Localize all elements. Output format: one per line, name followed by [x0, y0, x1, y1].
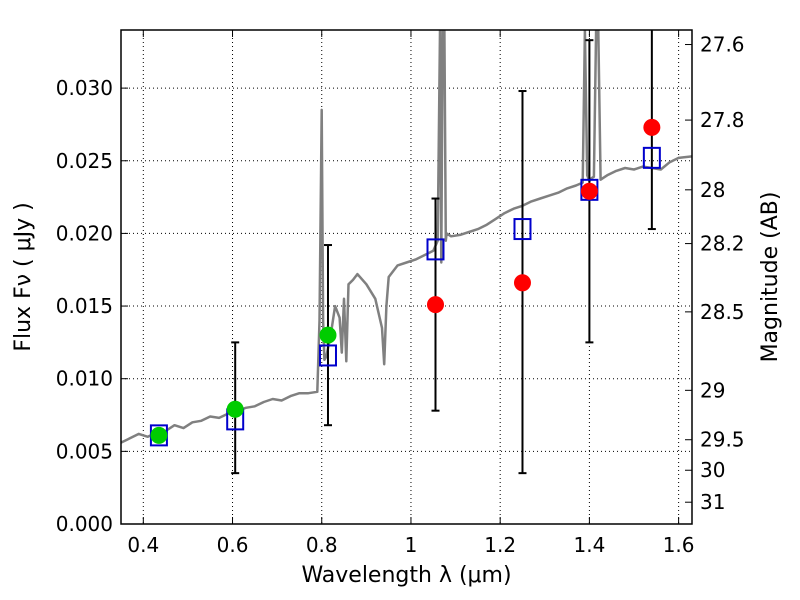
mag-tick-label-4: 28.5 [700, 300, 745, 324]
mag-tick-label-3: 28.2 [700, 232, 745, 256]
grid-lines [121, 30, 692, 525]
x-tick-label-4: 1.2 [484, 533, 516, 557]
y-tick-label-0: 0.000 [56, 512, 113, 536]
y-tick-label-6: 0.030 [56, 76, 113, 100]
x-tick-label-6: 1.6 [663, 533, 695, 557]
x-tick-label-1: 0.6 [217, 533, 249, 557]
y-tick-label-5: 0.025 [56, 149, 113, 173]
mag-tick-label-5: 29 [700, 378, 725, 402]
plot-content [121, 30, 692, 475]
green-point-0 [150, 426, 168, 444]
y-axis-label: Flux Fν ( μJy ) [11, 202, 36, 351]
mag-tick-label-0: 27.6 [700, 33, 745, 57]
y-tick-label-4: 0.020 [56, 221, 113, 245]
x-tick-label-5: 1.4 [573, 533, 605, 557]
x-tick-label-2: 0.8 [306, 533, 338, 557]
x-axis-label: Wavelength λ (μm) [301, 563, 511, 588]
green-point-1 [226, 400, 244, 418]
red-point-3 [643, 118, 661, 136]
y-tick-label-1: 0.005 [56, 439, 113, 463]
square-marker-6 [642, 146, 661, 169]
plot-frame [120, 29, 693, 525]
mag-tick-label-2: 28 [700, 178, 725, 202]
plot-area [121, 30, 692, 475]
green-point-2 [319, 326, 337, 344]
mag-tick-label-1: 27.8 [700, 108, 745, 132]
square-marker-3 [426, 238, 445, 261]
model-spectrum-line [121, 30, 692, 444]
square-marker-2 [318, 344, 337, 367]
y-tick-label-2: 0.010 [56, 367, 113, 391]
red-point-0 [426, 296, 444, 314]
y-tick-label-3: 0.015 [56, 294, 113, 318]
axes: 0.4 0.6 0.8 1 1.2 1.4 1.6 0.000 0.005 0.010 0.015 0… [11, 29, 783, 588]
y2-axis-label: Magnitude (AB) [758, 192, 783, 363]
mag-tick-label-7: 30 [700, 458, 725, 482]
x-tick-label-0: 0.4 [127, 533, 159, 557]
x-tick-label-3: 1 [405, 533, 418, 557]
mag-tick-label-8: 31 [700, 490, 725, 514]
red-point-1 [513, 274, 531, 292]
red-point-2 [580, 182, 598, 200]
square-marker-4 [513, 218, 532, 241]
mag-tick-label-6: 29.5 [700, 428, 745, 452]
